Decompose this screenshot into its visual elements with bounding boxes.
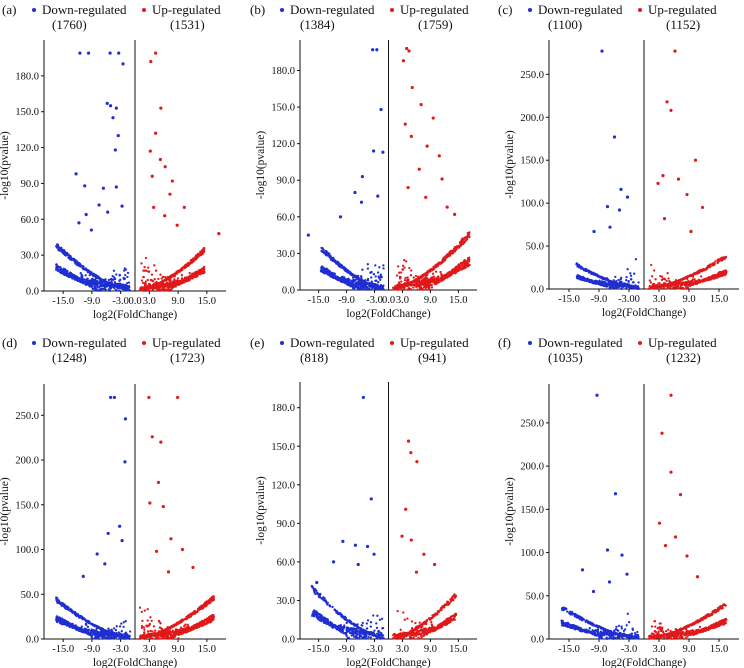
- scatter-point: [89, 285, 92, 288]
- scatter-point: [127, 285, 130, 288]
- scatter-point: [82, 281, 85, 284]
- scatter-point: [99, 283, 102, 287]
- scatter-point: [79, 280, 83, 284]
- scatter-point: [110, 278, 113, 281]
- scatter-point: [75, 275, 78, 278]
- scatter-point: [77, 276, 80, 280]
- scatter-point: [88, 279, 92, 282]
- scatter-point: [79, 272, 82, 275]
- scatter-point: [59, 266, 62, 269]
- scatter-point: [61, 270, 64, 274]
- x-tick-label: 9.0: [172, 296, 185, 307]
- y-tick-label: 150.0: [15, 107, 39, 118]
- scatter-point: [103, 286, 106, 290]
- scatter-point: [94, 282, 97, 285]
- scatter-point: [70, 272, 73, 276]
- scatter-point: [90, 282, 93, 285]
- scatter-point: [80, 279, 83, 282]
- x-tick-label: -3.0: [112, 296, 129, 307]
- scatter-point: [124, 268, 128, 271]
- scatter-point: [64, 272, 68, 275]
- x-axis-title: log2(FoldChange): [93, 309, 177, 321]
- scatter-point: [107, 278, 111, 282]
- x-tick-label: -9.0: [84, 296, 101, 307]
- panel-label: (a): [2, 2, 16, 17]
- scatter-point: [83, 278, 86, 281]
- y-tick-label: 0.0: [26, 287, 39, 298]
- y-tick-label: 180.0: [15, 71, 39, 82]
- y-tick-label: 60.0: [21, 215, 39, 226]
- scatter-point: [93, 287, 97, 291]
- scatter-point: [126, 275, 129, 279]
- scatter-point: [93, 285, 97, 288]
- scatter-point: [101, 287, 104, 291]
- scatter-point: [114, 282, 117, 285]
- scatter-point: [101, 281, 104, 285]
- scatter-point: [85, 281, 88, 285]
- scatter-point: [115, 273, 118, 276]
- scatter-point: [66, 269, 69, 273]
- x-tick-label: 3.0: [143, 296, 156, 307]
- scatter-point: [111, 274, 114, 278]
- y-axis-title: -log10(pvalue): [0, 131, 11, 200]
- scatter-point: [73, 276, 76, 280]
- x-tick-label: 15.0: [198, 296, 216, 307]
- x-tick-label: -15.0: [52, 296, 74, 307]
- scatter-point: [64, 270, 67, 273]
- scatter-point: [91, 279, 94, 283]
- scatter-point: [92, 287, 95, 290]
- scatter-point: [84, 274, 87, 277]
- scatter-point: [112, 269, 116, 272]
- scatter-point: [123, 269, 126, 272]
- scatter-point: [125, 282, 129, 285]
- scatter-point: [57, 265, 60, 269]
- y-tick-label: 90.0: [21, 179, 39, 190]
- scatter-point: [71, 277, 74, 280]
- scatter-point: [108, 289, 112, 292]
- scatter-point: [123, 277, 126, 281]
- scatter-point: [124, 273, 127, 277]
- legend-down-label: Down-regulated: [42, 2, 127, 17]
- scatter-point: [68, 274, 71, 277]
- scatter-point: [126, 271, 130, 275]
- legend-up-label: Up-regulated: [152, 2, 221, 17]
- scatter-point: [117, 289, 121, 292]
- scatter-point: [65, 251, 69, 255]
- scatter-point: [114, 288, 118, 292]
- scatter-point: [88, 282, 91, 285]
- scatter-point: [72, 275, 75, 278]
- legend-up-count: (1531): [170, 17, 205, 32]
- legend-up-marker: [142, 8, 146, 12]
- y-tick-label: 120.0: [15, 143, 39, 154]
- scatter-point: [127, 281, 131, 284]
- scatter-point: [75, 278, 78, 282]
- scatter-point: [118, 273, 121, 277]
- scatter-point: [96, 281, 100, 285]
- scatter-point: [56, 269, 59, 272]
- scatter-point: [122, 284, 125, 287]
- scatter-point: [118, 279, 121, 282]
- legend-down-count: (1760): [52, 17, 87, 32]
- down-regulated-cloud: [54, 243, 131, 292]
- scatter-point: [81, 274, 84, 278]
- scatter-point: [56, 243, 59, 246]
- scatter-point: [113, 287, 116, 290]
- y-tick-label: 30.0: [21, 251, 39, 262]
- scatter-point: [112, 278, 115, 281]
- scatter-point: [85, 278, 88, 281]
- legend-down-marker: [32, 8, 36, 12]
- scatter-point: [95, 288, 99, 292]
- scatter-point: [95, 280, 98, 283]
- scatter-point: [78, 277, 82, 281]
- x-tick-label-zero: 0.0: [128, 296, 141, 307]
